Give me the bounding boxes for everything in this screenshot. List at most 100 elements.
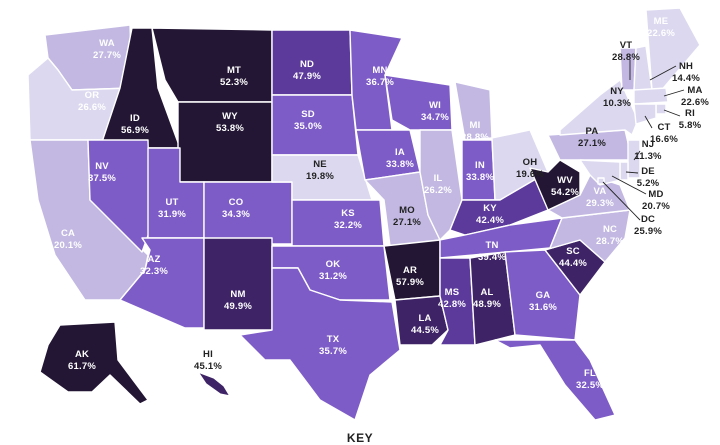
state-value: 56.9% [121,125,149,136]
state-value: 20.1% [54,240,82,251]
state-value: 19.8% [306,171,334,182]
leader-line-nh [649,65,677,81]
state-value: 37.5% [88,173,116,184]
leader-line-nj [633,150,641,161]
state-value: 35.0% [294,121,322,132]
state-value: 34.3% [222,209,250,220]
state-label-la: LA 44.5% [411,313,439,337]
state-il [419,129,463,241]
state-abbr: WI [428,100,441,111]
state-value: 16.6% [650,134,678,145]
state-abbr: VT [619,40,633,51]
state-label-tn: TN 39.4% [478,240,506,264]
state-abbr: AK [74,349,90,360]
state-abbr: GA [535,290,551,301]
leader-line-md [611,175,647,195]
state-label-md: MD 20.7% [642,189,670,213]
state-label-mi: MI 28.8% [461,120,489,144]
state-value: 32.5% [576,380,604,391]
state-abbr: DE [641,166,655,177]
state-abbr: NC [602,224,618,235]
state-label-ny: NY 10.3% [603,86,631,110]
state-value: 26.2% [424,185,452,196]
state-value: 11.3% [634,151,662,162]
state-label-ks: KS 32.2% [334,208,362,232]
state-value: 44.4% [559,258,587,269]
state-abbr: KY [483,203,497,214]
leader-line-dc [602,181,641,221]
state-value: 26.6% [78,102,106,113]
state-abbr: TN [485,240,499,251]
state-abbr: CA [60,228,76,239]
state-md [579,159,621,186]
state-value: 54.2% [551,187,579,198]
state-mt [151,27,273,103]
state-label-sd: SD 35.0% [294,109,322,133]
state-la [394,295,449,346]
state-abbr: MN [372,65,388,76]
state-value: 42.4% [476,215,504,226]
state-abbr: KS [341,208,355,219]
state-ga [504,249,581,341]
state-value: 36.7% [366,77,394,88]
state-wv [529,159,581,211]
leader-line-ri [663,109,681,117]
state-value: 52.3% [220,77,248,88]
state-label-de: DE 5.2% [637,166,659,190]
state-abbr: NH [678,61,694,72]
state-value: 33.8% [386,159,414,170]
state-ma [633,87,669,105]
state-value: 20.7% [642,201,670,212]
state-label-co: CO 34.3% [222,197,250,221]
state-value: 25.9% [634,226,662,237]
state-abbr: CO [228,197,244,208]
state-value: 31.2% [319,271,347,282]
state-abbr: MT [226,65,242,76]
state-abbr: DC [640,214,656,225]
state-de [619,161,629,181]
state-value: 27.1% [578,138,606,149]
state-label-oh: OH 19.6% [516,157,544,181]
state-label-fl: FL 32.5% [576,368,604,392]
state-abbr: NM [230,289,246,300]
state-label-ut: UT 31.9% [158,197,186,221]
state-label-al: AL 48.9% [473,287,501,311]
state-abbr: AZ [147,254,161,265]
state-label-ga: GA 31.6% [529,290,557,314]
state-abbr: AR [402,265,418,276]
state-value: 45.1% [194,361,222,372]
state-hi [197,371,231,397]
state-al [469,251,516,346]
state-abbr: MA [687,85,703,96]
state-label-pa: PA 27.1% [578,126,606,150]
state-value: 27.7% [93,50,121,61]
state-value: 31.9% [158,209,186,220]
state-label-ca: CA 20.1% [54,228,82,252]
state-abbr: WY [222,111,238,122]
leader-line-ma [663,89,685,97]
state-abbr: LA [418,313,432,324]
state-abbr: ME [653,16,669,27]
state-abbr: NJ [641,139,655,150]
state-label-ky: KY 42.4% [476,203,504,227]
state-tx [239,267,401,421]
state-label-me: ME 22.6% [647,16,675,40]
state-label-wa: WA 27.7% [93,38,121,62]
state-abbr: SD [301,109,315,120]
state-label-dc: DC 25.9% [634,214,662,238]
state-abbr: VA [593,186,607,197]
state-value: 5.2% [636,178,660,189]
state-abbr: TX [326,334,340,345]
state-value: 29.3% [586,198,614,209]
state-label-nj: NJ 11.3% [634,139,661,163]
state-label-in: IN 33.8% [466,160,494,184]
state-label-il: IL 26.2% [424,173,452,197]
state-value: 19.6% [516,169,544,180]
state-value: 57.9% [396,277,424,288]
state-abbr: AL [480,287,494,298]
state-value: 14.4% [672,73,700,84]
state-label-ne: NE 19.8% [306,159,334,183]
state-value: 53.8% [216,123,244,134]
state-value: 28.8% [612,52,640,63]
state-value: 34.7% [421,112,449,123]
